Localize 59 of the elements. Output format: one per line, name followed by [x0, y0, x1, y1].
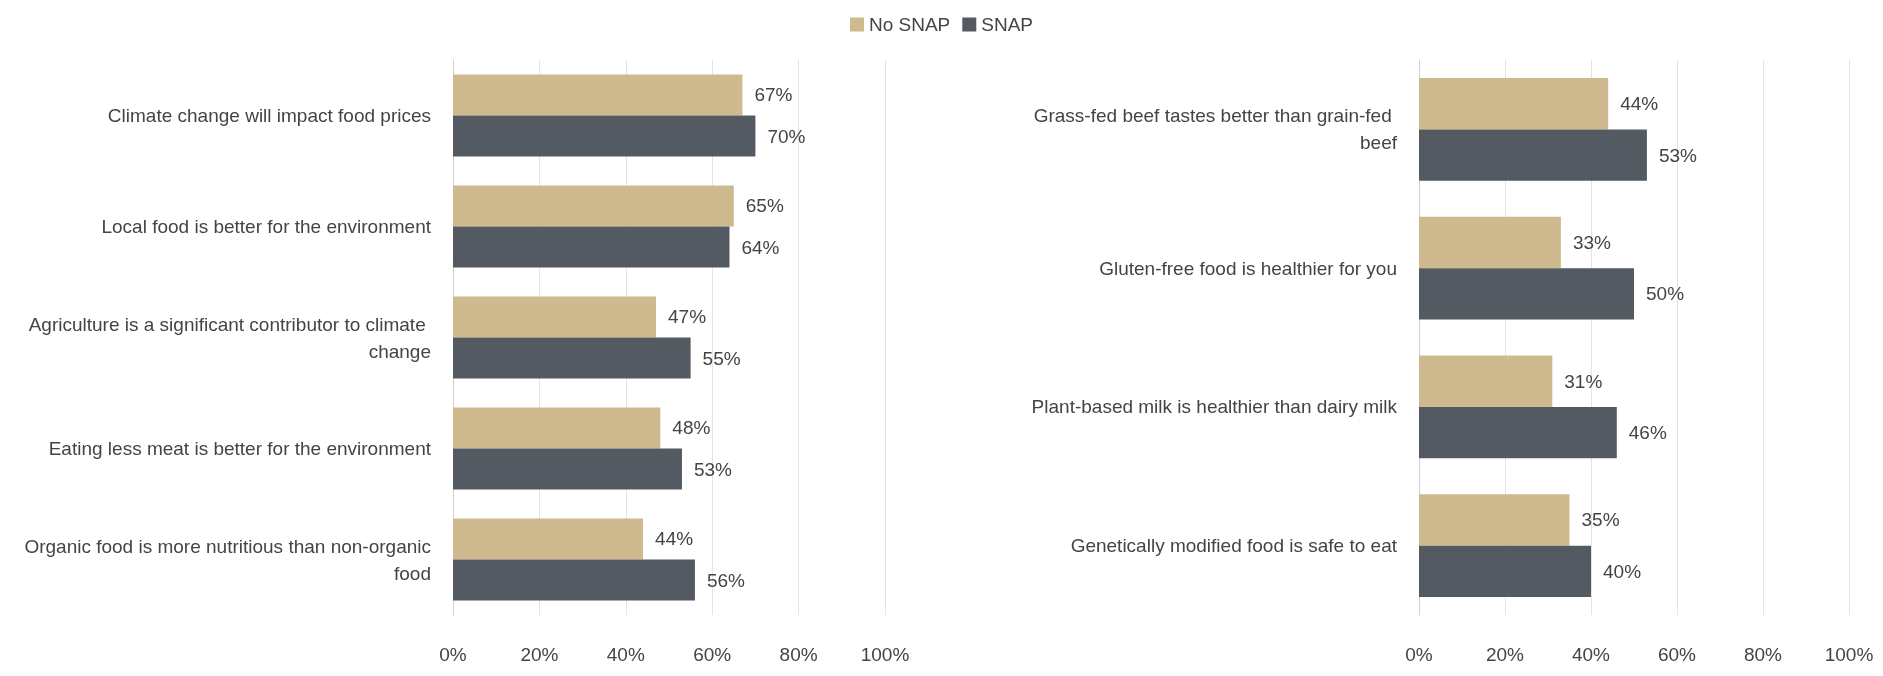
data-label: 35%	[1581, 509, 1620, 531]
y-tick-label: Organic food is more nutritious than non-organic food	[24, 535, 431, 584]
x-tick-label: 100%	[1824, 644, 1874, 665]
x-tick-label: 0%	[439, 644, 467, 665]
data-label: 53%	[693, 458, 733, 480]
data-label: 31%	[1564, 370, 1603, 392]
bar	[453, 518, 644, 560]
data-label: 40%	[1603, 560, 1642, 582]
y-tick-label: Plant-based milk is healthier than dairy milk	[1031, 396, 1398, 418]
y-tick-label: Grass-fed beef tastes better than grain-fed beef	[1033, 105, 1398, 154]
bar	[453, 337, 691, 379]
bar	[453, 226, 730, 268]
x-tick-label: 60%	[1657, 644, 1697, 665]
y-tick-label: Agriculture is a significant contributor to climate change	[28, 313, 431, 362]
bar	[453, 115, 756, 157]
legend-label: No SNAP	[868, 14, 951, 35]
data-label: 33%	[1572, 231, 1612, 253]
data-label: 47%	[668, 306, 707, 328]
y-tick-label: Local food is better for the environment	[101, 216, 432, 237]
bar	[453, 296, 657, 338]
data-label: 50%	[1646, 283, 1685, 305]
data-label: 56%	[706, 569, 746, 591]
bar	[453, 559, 695, 601]
x-tick-label: 20%	[1485, 644, 1525, 665]
bar	[453, 407, 661, 449]
data-label: 46%	[1628, 422, 1667, 444]
bar	[453, 185, 734, 227]
y-tick-label: Climate change will impact food prices	[107, 105, 431, 126]
x-tick-label: 60%	[693, 644, 732, 665]
x-tick-label: 40%	[606, 644, 645, 665]
data-label: 48%	[672, 417, 711, 439]
data-label: 55%	[702, 347, 741, 369]
bar	[1419, 494, 1570, 546]
bar	[1419, 406, 1617, 459]
data-label: 44%	[655, 528, 694, 550]
x-tick-label: 0%	[1405, 644, 1433, 665]
data-label: 53%	[1658, 144, 1698, 166]
bar	[1419, 129, 1647, 181]
x-tick-label: 80%	[1743, 644, 1783, 665]
x-tick-label: 100%	[860, 644, 910, 665]
x-tick-label: 80%	[779, 644, 818, 665]
bar	[453, 448, 682, 490]
bar	[1419, 355, 1553, 407]
data-label: 65%	[745, 195, 784, 217]
x-tick-label: 40%	[1571, 644, 1611, 665]
bar	[1419, 78, 1609, 130]
data-label: 44%	[1620, 93, 1659, 115]
data-label: 67%	[754, 84, 793, 106]
x-tick-label: 20%	[520, 644, 559, 665]
bar	[1419, 545, 1591, 597]
data-label: 70%	[767, 125, 806, 147]
bar	[1419, 268, 1634, 320]
y-tick-label: Genetically modified food is safe to eat	[1070, 535, 1398, 557]
legend-label: SNAP	[981, 14, 1034, 35]
y-tick-label: Eating less meat is better for the environment	[48, 438, 432, 459]
bar	[453, 74, 743, 116]
bar	[1419, 216, 1561, 269]
data-label: 64%	[741, 236, 780, 258]
y-tick-label: Gluten-free food is healthier for you	[1099, 257, 1397, 279]
